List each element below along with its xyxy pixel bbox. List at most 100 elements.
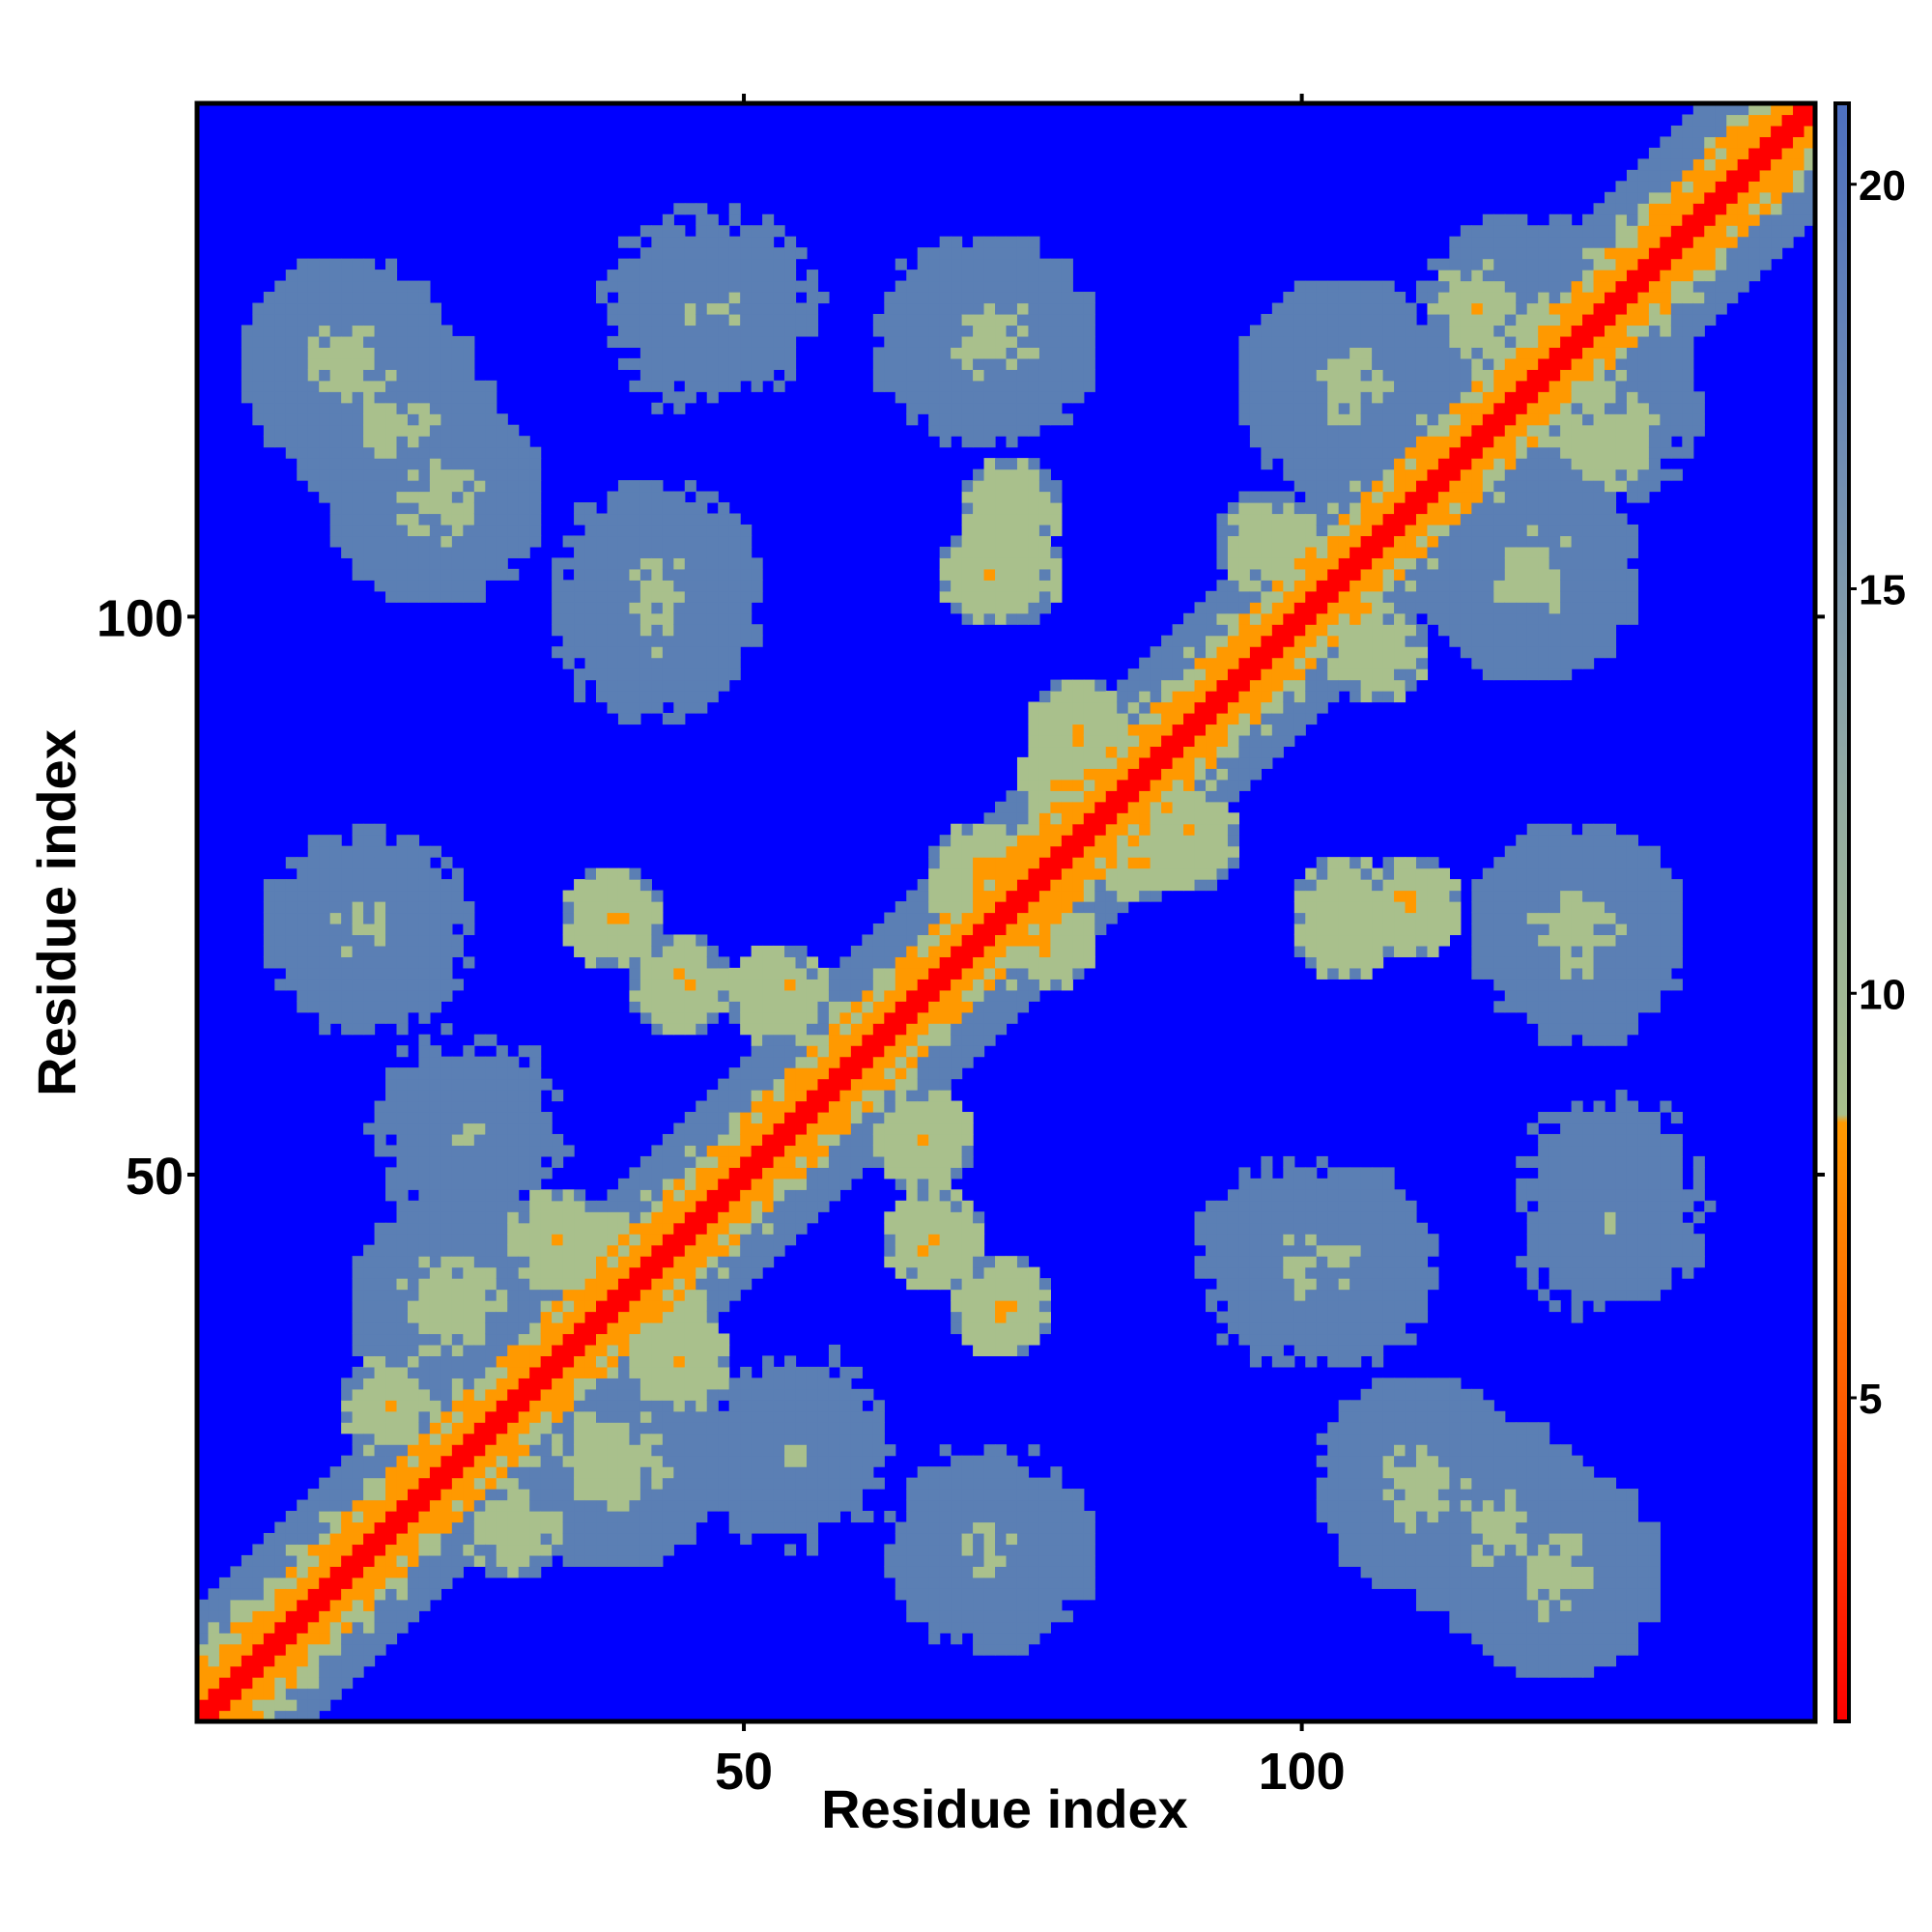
heatmap-cell: [906, 1167, 918, 1179]
heatmap-cell: [1039, 369, 1051, 381]
heatmap-cell: [385, 934, 397, 946]
heatmap-cell: [807, 1057, 818, 1068]
heatmap-cell: [673, 1179, 685, 1190]
heatmap-cell: [640, 314, 652, 326]
heatmap-cell: [1039, 347, 1051, 358]
heatmap-cell: [729, 1201, 741, 1212]
heatmap-cell: [452, 381, 464, 392]
heatmap-cell: [940, 913, 952, 924]
heatmap-cell: [906, 1156, 918, 1168]
heatmap-cell: [895, 1145, 907, 1156]
heatmap-cell: [729, 1101, 741, 1113]
heatmap-cell: [618, 336, 630, 348]
heatmap-cell: [430, 1367, 441, 1378]
heatmap-cell: [1007, 824, 1018, 836]
heatmap-cell: [707, 1312, 719, 1323]
heatmap-cell: [973, 1544, 984, 1555]
heatmap-cell: [208, 1655, 219, 1666]
heatmap-cell: [397, 303, 409, 315]
heatmap-cell: [430, 480, 441, 492]
heatmap-cell: [884, 1156, 895, 1168]
heatmap-cell: [274, 1555, 286, 1567]
heatmap-cell: [651, 979, 663, 990]
heatmap-cell: [1039, 358, 1051, 370]
heatmap-cell: [829, 1466, 840, 1478]
heatmap-cell: [918, 292, 929, 303]
heatmap-cell: [452, 1067, 464, 1079]
heatmap-cell: [663, 391, 674, 403]
heatmap-cell: [286, 381, 298, 392]
heatmap-cell: [208, 1610, 219, 1622]
heatmap-cell: [707, 1300, 719, 1312]
heatmap-cell: [629, 1466, 640, 1478]
heatmap-cell: [1017, 1610, 1029, 1622]
heatmap-cell: [330, 447, 342, 459]
heatmap-cell: [363, 1478, 375, 1490]
heatmap-cell: [629, 325, 640, 336]
heatmap-cell: [397, 1179, 409, 1190]
heatmap-cell: [529, 1079, 541, 1091]
heatmap-cell: [973, 403, 984, 414]
heatmap-cell: [474, 403, 486, 414]
heatmap-cell: [629, 547, 640, 558]
heatmap-cell: [363, 403, 375, 414]
heatmap-cell: [353, 1521, 364, 1533]
heatmap-cell: [940, 1622, 952, 1634]
heatmap-cell: [1050, 513, 1062, 525]
heatmap-cell: [319, 281, 330, 293]
heatmap-cell: [640, 247, 652, 259]
heatmap-cell: [796, 1223, 808, 1235]
heatmap-cell: [906, 413, 918, 425]
heatmap-cell: [663, 1245, 674, 1257]
heatmap-cell: [696, 569, 707, 581]
heatmap-cell: [940, 1577, 952, 1589]
heatmap-cell: [651, 369, 663, 381]
heatmap-cell: [873, 1090, 885, 1101]
heatmap-cell: [707, 691, 719, 702]
heatmap-cell: [951, 1045, 962, 1057]
heatmap-cell: [906, 381, 918, 392]
heatmap-cell: [585, 946, 597, 957]
heatmap-cell: [774, 1167, 785, 1179]
heatmap-cell: [319, 347, 330, 358]
heatmap-cell: [973, 1290, 984, 1301]
heatmap-cell: [740, 1223, 752, 1235]
heatmap-cell: [418, 1478, 430, 1490]
heatmap-cell: [1039, 879, 1051, 891]
heatmap-cell: [585, 879, 597, 891]
heatmap-cell: [596, 1466, 608, 1478]
heatmap-cell: [418, 1278, 430, 1290]
heatmap-cell: [685, 1245, 696, 1257]
heatmap-cell: [440, 480, 452, 492]
heatmap-cell: [497, 1189, 508, 1201]
heatmap-cell: [951, 1234, 962, 1245]
heatmap-cell: [463, 901, 474, 913]
heatmap-cell: [928, 1035, 940, 1046]
heatmap-cell: [784, 1090, 796, 1101]
heatmap-cell: [973, 968, 984, 980]
heatmap-cell: [585, 868, 597, 880]
heatmap-cell: [485, 1179, 497, 1190]
heatmap-cell: [1039, 735, 1051, 747]
heatmap-cell: [363, 314, 375, 326]
heatmap-cell: [363, 1256, 375, 1267]
heatmap-cell: [851, 1156, 863, 1168]
heatmap-cell: [574, 1345, 585, 1356]
heatmap-cell: [685, 314, 696, 326]
heatmap-cell: [752, 1112, 763, 1123]
heatmap-cell: [330, 1622, 342, 1634]
heatmap-cell: [774, 990, 785, 1002]
heatmap-cell: [928, 1067, 940, 1079]
heatmap-cell: [774, 946, 785, 957]
heatmap-cell: [718, 1389, 729, 1401]
heatmap-cell: [1050, 259, 1062, 270]
heatmap-cell: [485, 1500, 497, 1512]
heatmap-cell: [408, 1234, 419, 1245]
heatmap-cell: [1017, 968, 1029, 980]
heatmap-cell: [696, 281, 707, 293]
heatmap-cell: [640, 281, 652, 293]
heatmap-cell: [685, 613, 696, 625]
heatmap-cell: [474, 1101, 486, 1113]
heatmap-cell: [851, 968, 863, 980]
heatmap-cell: [1028, 502, 1039, 514]
